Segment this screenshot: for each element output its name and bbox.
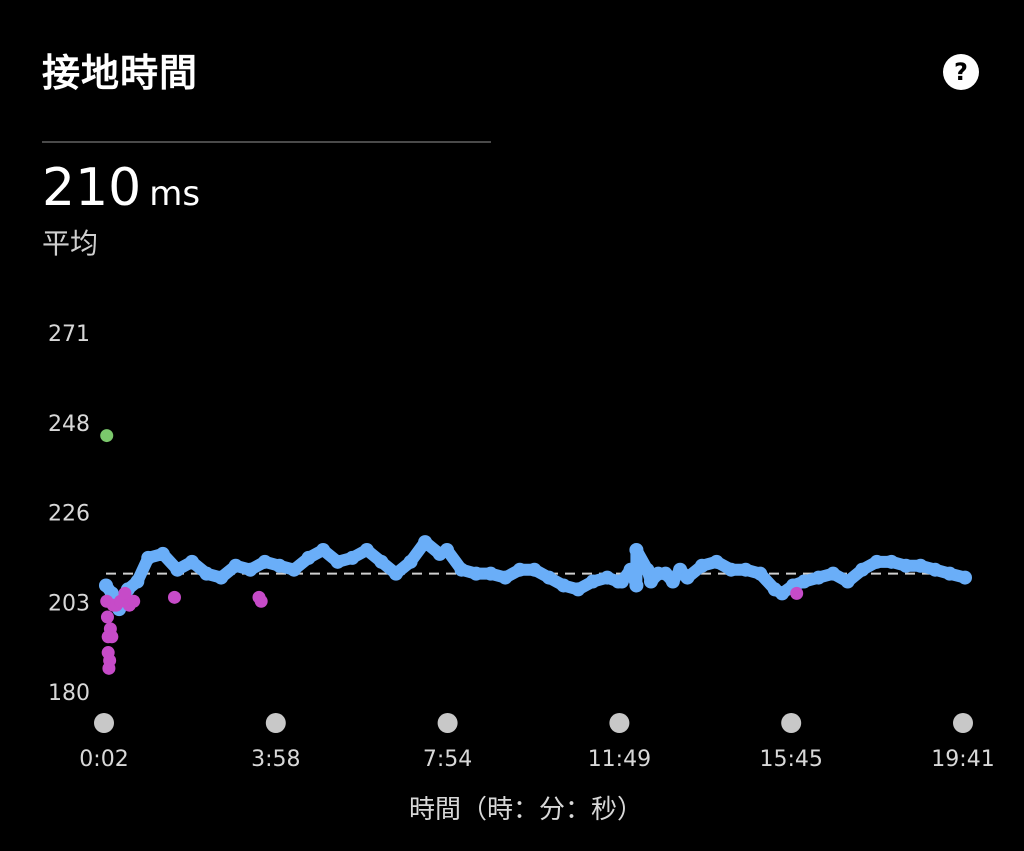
data-point [623,562,638,577]
data-point [884,554,899,569]
data-point [611,574,626,589]
data-point [330,554,345,569]
data-point [418,535,433,550]
y-tick-label: 271 [48,322,90,347]
data-point [527,562,542,577]
data-point [840,574,855,589]
average-unit: ms [149,174,201,214]
data-point [775,586,790,601]
data-point [665,574,680,589]
data-point [184,554,199,569]
data-point [855,562,870,577]
data-point [483,566,498,581]
data-point [790,586,804,600]
data-point [869,554,884,569]
y-tick-label: 248 [48,412,90,437]
data-point [796,574,811,589]
data-point [254,594,268,608]
data-point [167,590,181,604]
data-point [257,554,272,569]
x-tick-label: 19:41 [931,747,994,772]
data-point [403,554,418,569]
data-point [127,594,141,608]
page-title: 接地時間 [42,51,199,95]
data-point [286,562,301,577]
data-point [141,550,156,565]
data-point [898,558,913,573]
data-point [811,570,826,585]
data-point [388,566,403,581]
data-point [301,550,316,565]
data-point [826,566,841,581]
data-point [100,429,114,443]
data-point [439,542,454,557]
data-point [512,562,527,577]
data-point [585,574,600,589]
y-tick-label: 180 [48,681,90,706]
data-point [600,570,615,585]
x-tick-label: 0:02 [79,747,128,772]
y-tick-label: 203 [48,591,90,616]
x-axis-ticks: 0:02 3:58 7:54 11:49 15:45 19:41 [79,713,995,772]
data-point [105,630,119,644]
data-point [541,570,556,585]
data-point [214,570,229,585]
data-point [498,570,513,585]
data-points [99,429,972,675]
x-tick-label: 11:49 [588,747,651,772]
data-point [272,558,287,573]
data-point [942,566,957,581]
header-divider [42,141,491,143]
x-tick-marker [437,713,458,733]
data-point [118,586,132,600]
data-point [958,570,972,585]
x-tick-marker [953,713,973,733]
data-point [170,562,185,577]
data-point [228,558,243,573]
data-point [651,566,666,581]
x-tick-marker [94,713,114,733]
data-point [359,542,374,557]
data-point [316,542,331,557]
data-point [694,558,709,573]
x-tick-marker [781,713,802,733]
x-axis-label: 時間（時：分：秒） [409,795,643,825]
data-point [130,574,145,589]
x-tick-label: 3:58 [251,747,300,772]
data-point [629,542,644,557]
x-tick-marker [609,713,630,733]
data-point [345,550,360,565]
data-point [469,566,484,581]
x-tick-label: 7:54 [423,747,472,772]
y-tick-label: 226 [48,502,90,527]
data-point [724,562,739,577]
data-point [913,558,928,573]
data-point [454,562,469,577]
average-value: 210 ms [42,156,200,226]
data-point [556,578,571,593]
data-point [199,566,214,581]
data-point [709,554,724,569]
data-point [680,570,695,585]
data-point [103,653,117,667]
data-point [640,562,655,577]
y-axis-ticks: 271 248 226 203 180 [48,322,90,706]
x-tick-marker [265,713,286,733]
data-point [928,562,943,577]
data-point [374,554,389,569]
average-number: 210 [42,158,142,218]
average-label: 平均 [42,227,99,260]
data-point [738,562,753,577]
data-point [753,566,768,581]
x-tick-label: 15:45 [759,747,822,772]
data-point [243,562,258,577]
data-point [100,610,114,624]
data-point [571,582,586,597]
help-icon[interactable]: ? [943,54,979,90]
data-point [629,578,644,593]
data-point [155,546,170,561]
